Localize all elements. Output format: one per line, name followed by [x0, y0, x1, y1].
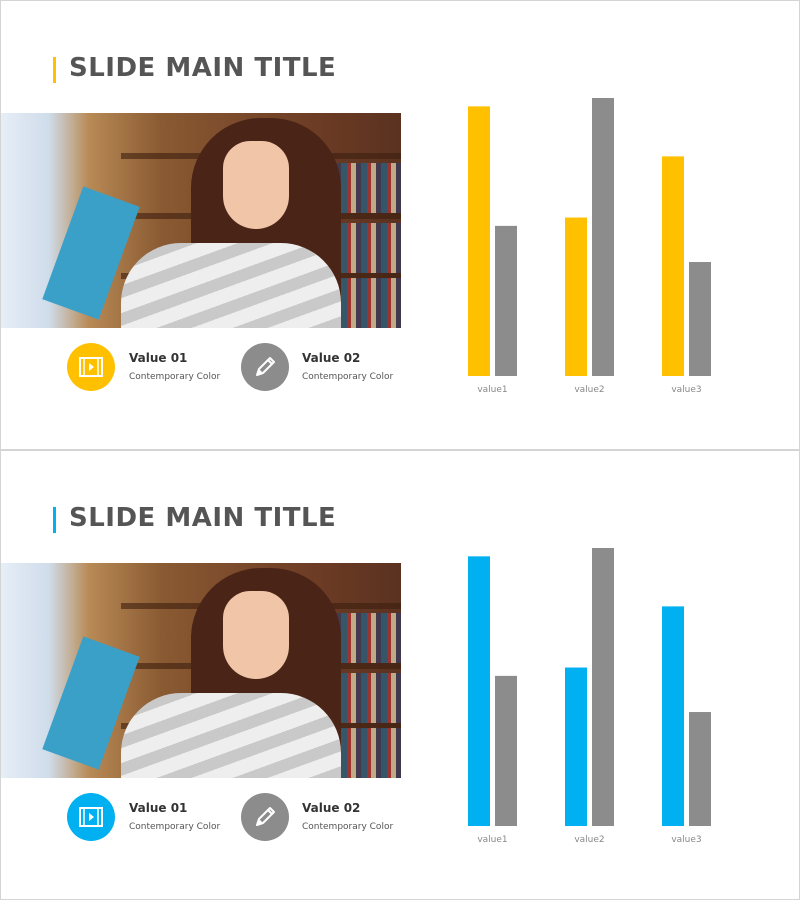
value-02-label: Value 02 [302, 801, 361, 815]
bar-value3-series-1 [662, 156, 684, 376]
bar-value1-series-2 [495, 675, 517, 826]
bar-value3-series-2 [689, 262, 711, 376]
value-02-subtitle: Contemporary Color [302, 822, 394, 832]
slide-title: SLIDE MAIN TITLE [69, 53, 337, 83]
pencil-icon [241, 343, 289, 391]
value-01-subtitle: Contemporary Color [129, 372, 221, 382]
value-01-subtitle: Contemporary Color [129, 822, 221, 832]
x-tick-label: value1 [477, 385, 507, 395]
x-tick-label: value3 [671, 385, 701, 395]
x-tick-label: value1 [477, 835, 507, 845]
title-accent-bar [53, 507, 56, 533]
slide-1: SLIDE MAIN TITLE Value 01 Contemporary C… [0, 0, 800, 450]
value-02-subtitle: Contemporary Color [302, 372, 394, 382]
slide-title: SLIDE MAIN TITLE [69, 503, 337, 533]
bar-value3-series-1 [662, 606, 684, 826]
pencil-icon [241, 793, 289, 841]
x-tick-label: value3 [671, 835, 701, 845]
bar-chart: value1 value2 value3 [468, 548, 711, 845]
value-01-label: Value 01 [129, 801, 188, 815]
slide-2: SLIDE MAIN TITLE Value 01 Contemporary C… [0, 450, 800, 900]
x-tick-label: value2 [574, 835, 604, 845]
bar-value2-series-2 [592, 98, 614, 376]
title-accent-bar [53, 57, 56, 83]
value-01-label: Value 01 [129, 351, 188, 365]
film-play-icon [67, 343, 115, 391]
bar-value1-series-2 [495, 225, 517, 376]
value-02-label: Value 02 [302, 351, 361, 365]
x-tick-label: value2 [574, 385, 604, 395]
bar-value2-series-2 [592, 548, 614, 826]
bar-value3-series-2 [689, 712, 711, 826]
bar-value1-series-1 [468, 106, 490, 376]
library-photo [1, 563, 401, 778]
bar-value2-series-1 [565, 667, 587, 826]
bar-chart: value1 value2 value3 [468, 98, 711, 395]
bar-value2-series-1 [565, 217, 587, 376]
library-photo [1, 113, 401, 328]
film-play-icon [67, 793, 115, 841]
bar-value1-series-1 [468, 556, 490, 826]
